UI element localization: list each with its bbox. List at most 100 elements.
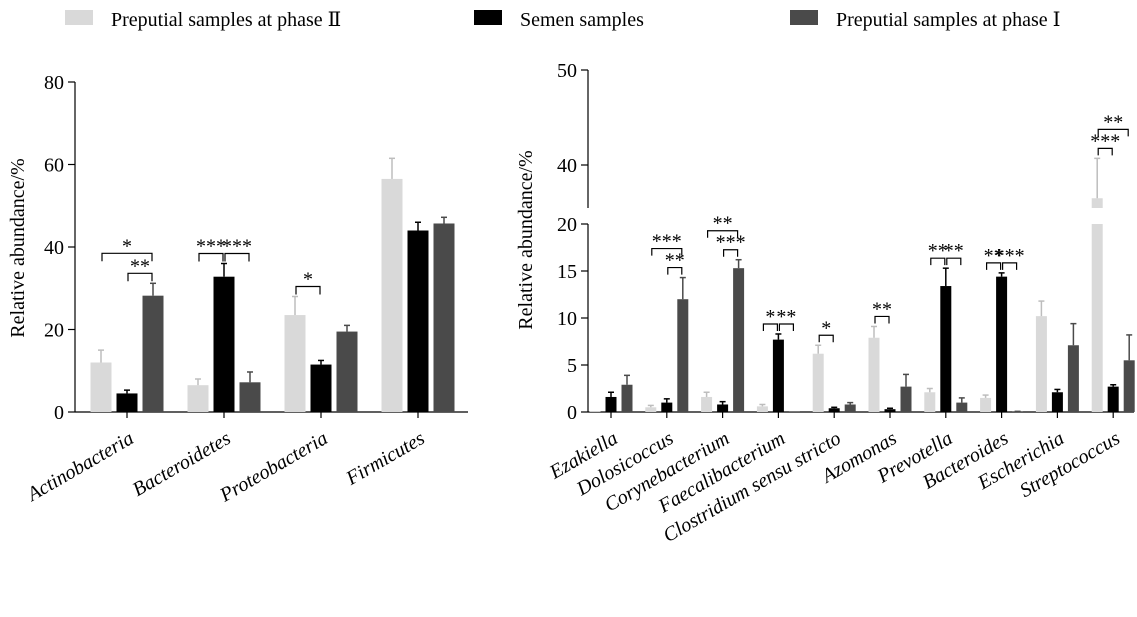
significance-bracket <box>1097 128 1129 137</box>
bar <box>812 353 824 412</box>
significance-bracket <box>295 285 321 295</box>
bar <box>1067 345 1079 412</box>
significance-bracket <box>707 230 739 238</box>
y-tick-label: 50 <box>557 60 577 82</box>
bar <box>1091 224 1103 412</box>
bar <box>1051 392 1063 412</box>
significance-label: *** <box>716 232 746 254</box>
significance-label: ** <box>130 255 150 277</box>
legend-swatch <box>790 10 818 25</box>
significance-label: ** <box>1103 111 1123 133</box>
bar <box>239 382 261 412</box>
bar <box>433 223 455 412</box>
significance-label: ** <box>928 240 948 262</box>
significance-bracket <box>762 323 778 331</box>
chart-phylum: 0 20 40 60 80 Relative abundance/% Actinobacte… <box>7 72 468 507</box>
significance-bracket <box>667 266 683 275</box>
significance-label: *** <box>1090 130 1120 152</box>
bar <box>645 407 657 412</box>
significance-label: ** <box>776 306 796 328</box>
bar <box>381 178 403 412</box>
significance-bracket <box>651 247 683 256</box>
bar <box>589 411 601 412</box>
y-tick-label: 10 <box>557 308 577 330</box>
y-tick-label: 40 <box>557 155 577 177</box>
significance-bracket <box>874 315 890 324</box>
y-axis-title: Relative abundance/% <box>515 150 537 329</box>
bar <box>701 396 713 412</box>
bar <box>310 364 332 412</box>
bar <box>621 384 633 412</box>
significance-label: ** <box>872 298 892 320</box>
bar <box>900 386 912 412</box>
significance-label: ** <box>713 213 733 235</box>
significance-label: *** <box>222 236 252 258</box>
legend-label: Semen samples <box>520 9 644 31</box>
significance-bracket <box>930 257 946 266</box>
bar <box>844 404 856 412</box>
significance-bracket <box>101 252 153 262</box>
y-tick-label: 20 <box>557 214 577 236</box>
legend-swatch <box>474 10 502 25</box>
bar <box>924 392 936 412</box>
significance-bracket <box>1002 262 1018 270</box>
bar <box>996 276 1008 412</box>
significance-label: *** <box>652 231 682 253</box>
legend-swatch <box>65 10 93 25</box>
significance-bracket <box>778 323 794 331</box>
significance-label: * <box>122 235 132 257</box>
bar <box>772 339 784 412</box>
bar <box>980 397 992 412</box>
bar <box>788 411 800 412</box>
y-tick-label: 5 <box>567 355 577 377</box>
legend-label: Preputial samples at phase Ⅱ <box>111 9 341 31</box>
bar <box>1123 360 1135 412</box>
significance-label: *** <box>995 245 1025 267</box>
bar <box>940 286 952 412</box>
bar <box>187 385 209 412</box>
y-tick-label: 40 <box>44 237 64 259</box>
significance-bracket <box>1097 147 1113 156</box>
significance-label: ** <box>984 245 1004 267</box>
bar <box>1035 316 1047 412</box>
bar <box>284 315 306 412</box>
significance-bracket <box>946 257 962 266</box>
y-tick-label: 0 <box>54 402 64 424</box>
y-tick-label: 80 <box>44 72 64 94</box>
significance-bracket <box>224 252 250 262</box>
bar <box>756 406 768 412</box>
significance-bracket <box>818 334 834 343</box>
significance-label: * <box>821 317 831 339</box>
bar <box>868 337 880 412</box>
bar <box>336 331 358 412</box>
legend-label: Preputial samples at phase Ⅰ <box>836 9 1061 31</box>
bar <box>661 402 673 412</box>
y-tick-label: 0 <box>567 402 577 424</box>
significance-bracket <box>198 252 224 262</box>
bar <box>956 402 968 412</box>
significance-bracket <box>986 262 1002 270</box>
significance-label: * <box>765 306 775 328</box>
bar <box>142 295 164 412</box>
bar <box>116 393 138 412</box>
significance-label: ** <box>944 240 964 262</box>
bar <box>90 362 112 412</box>
legend: Preputial samples at phase Ⅱ Semen sample… <box>65 9 1061 31</box>
significance-bracket <box>127 272 153 282</box>
bar <box>733 268 745 412</box>
bar <box>828 408 840 412</box>
significance-label: * <box>303 269 313 291</box>
bar <box>1107 386 1119 412</box>
x-tick-label: Firmicutes <box>342 427 429 490</box>
bar <box>677 299 689 412</box>
significance-label: ** <box>665 250 685 272</box>
significance-bracket <box>723 249 739 257</box>
y-axis-title: Relative abundance/% <box>7 158 29 337</box>
y-tick-label: 15 <box>557 261 577 283</box>
x-tick-label: Proteobacteria <box>215 427 331 507</box>
bar <box>717 404 729 412</box>
bar <box>605 396 617 412</box>
bar-upper <box>1091 198 1103 208</box>
